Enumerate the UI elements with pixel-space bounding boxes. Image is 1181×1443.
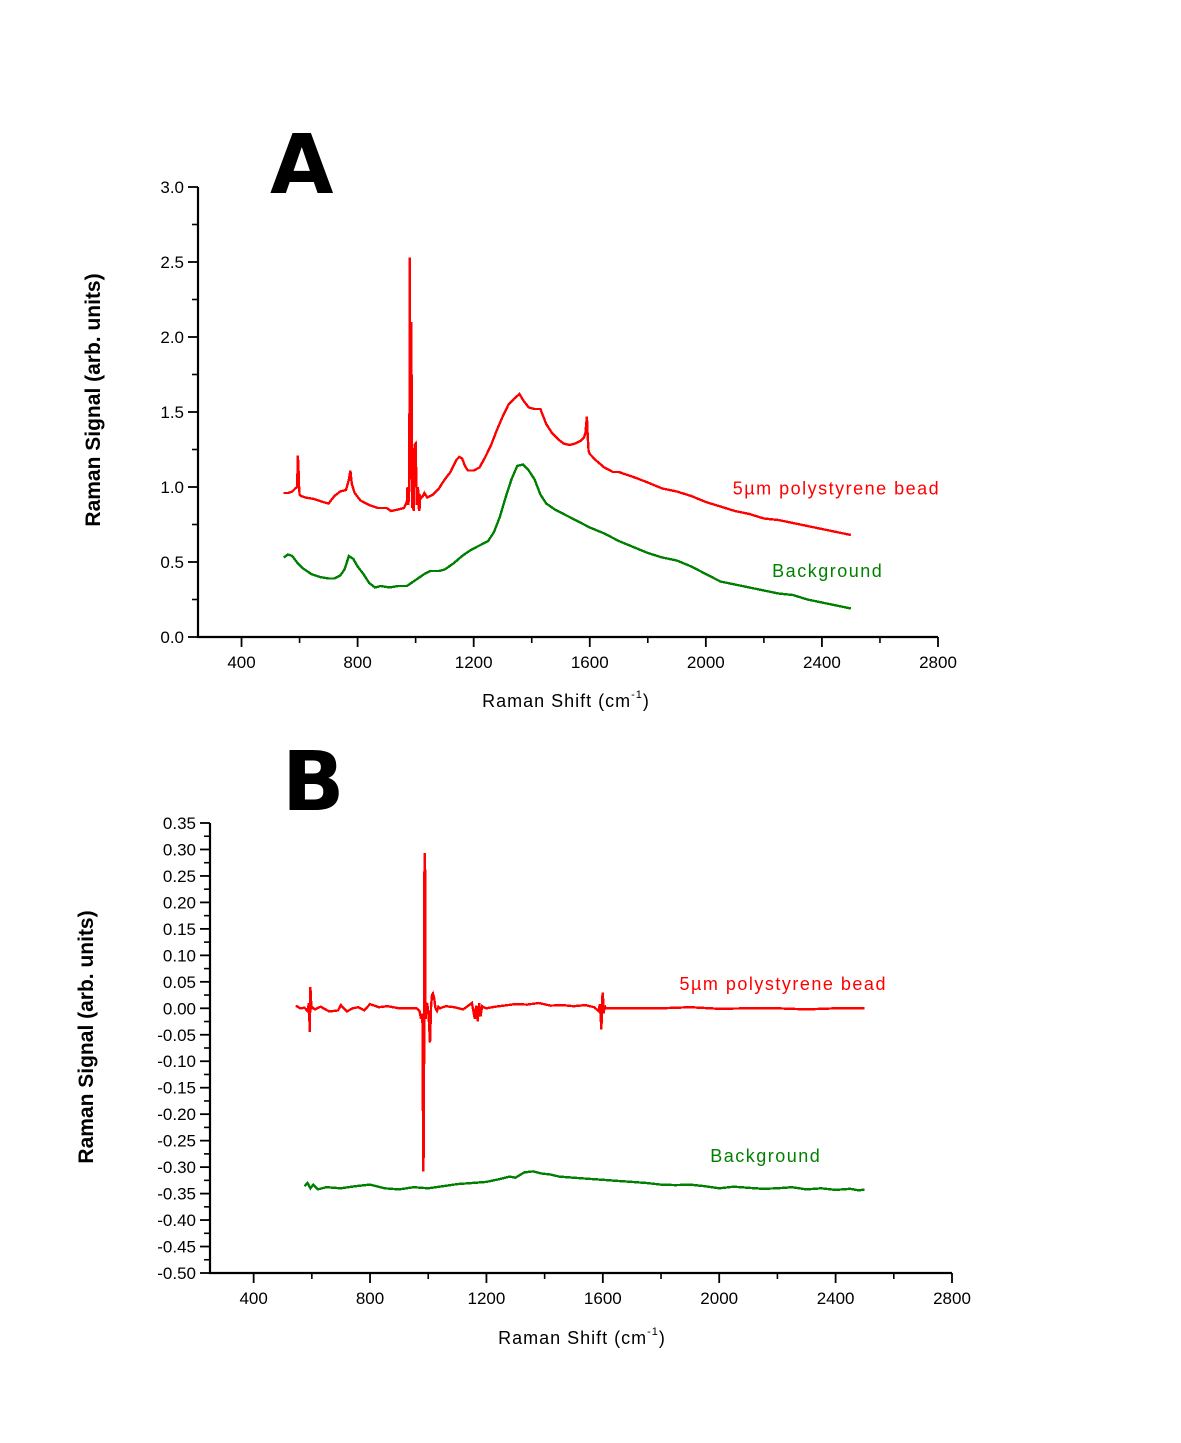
panel-a-x-tick-label: 2400: [803, 653, 841, 672]
panel-letter-a: A: [270, 118, 334, 213]
panel-a-y-tick-label: 3.0: [160, 178, 184, 197]
panel-b-x-tick-label: 800: [356, 1289, 384, 1308]
panel-a-series-bead-label: 5µm polystyrene bead: [733, 479, 940, 499]
panel-a-x-tick-label: 2800: [919, 653, 957, 672]
panel-b-y-tick-label: 0.30: [163, 840, 196, 859]
panel-b-x-tick-label: 2400: [817, 1289, 855, 1308]
panel-a-y-axis-title: Raman Signal (arb. units): [82, 273, 105, 526]
panel-b-y-tick-label: -0.20: [157, 1105, 196, 1124]
panel-b-x-axis-title-main: Raman Shift (cm: [498, 1328, 647, 1348]
panel-b-axes: 0.35 0.30 0.25 0.20 0.15 0.10 0.05 0.00 -0.05 -0.…: [157, 814, 971, 1308]
panel-b-x-tick-label: 2000: [700, 1289, 738, 1308]
panel-b-y-tick-label: -0.10: [157, 1052, 196, 1071]
panel-a-x-tick-label: 400: [227, 653, 255, 672]
panel-a-y-tick-label: 2.5: [160, 253, 184, 272]
panel-b-x-tick-label: 1200: [468, 1289, 506, 1308]
panel-b-y-tick-label: 0.05: [163, 973, 196, 992]
panel-a-x-tick-label: 1200: [455, 653, 493, 672]
panel-b-y-tick-label: -0.40: [157, 1211, 196, 1230]
panel-b-y-tick-label: 0.25: [163, 867, 196, 886]
panel-b-y-tick-label: -0.25: [157, 1132, 196, 1151]
panel-b-y-tick-label: 0.35: [163, 814, 196, 833]
panel-a-series-background-label: Background: [772, 561, 883, 581]
panel-a-x-axis-title-sup: -1: [631, 689, 643, 701]
panel-b-y-tick-label: -0.15: [157, 1079, 196, 1098]
panel-a-y-tick-label: 0.0: [160, 628, 184, 647]
panel-b: B 0.35 0.30 0.25 0.20 0.15 0.10 0.05 0.00 -0.05 -…: [75, 735, 971, 1348]
panel-a-x-tick-label: 2000: [687, 653, 725, 672]
panel-b-y-tick-label: -0.05: [157, 1026, 196, 1045]
panel-a-x-tick-label: 800: [343, 653, 371, 672]
panel-b-x-axis-title-sup: -1: [647, 1326, 659, 1338]
panel-b-y-axis-title: Raman Signal (arb. units): [75, 910, 98, 1163]
panel-b-y-tick-label: -0.30: [157, 1158, 196, 1177]
panel-b-series-bead-label: 5µm polystyrene bead: [679, 974, 886, 994]
panel-b-y-tick-label: 0.10: [163, 946, 196, 965]
panel-a-x-tick-label: 1600: [571, 653, 609, 672]
panel-b-series: 5µm polystyrene bead Background: [295, 852, 886, 1192]
panel-a-y-tick-label: 1.5: [160, 403, 184, 422]
panel-a-x-axis-title-end: ): [643, 691, 650, 711]
panel-a-y-tick-label: 1.0: [160, 478, 184, 497]
panel-b-y-tick-label: -0.35: [157, 1185, 196, 1204]
panel-b-series-background-label: Background: [710, 1146, 821, 1166]
panel-b-y-tick-label: 0.00: [163, 999, 196, 1018]
panel-b-x-tick-label: 400: [239, 1289, 267, 1308]
panel-b-y-tick-label: 0.15: [163, 920, 196, 939]
panel-a-series: 5µm polystyrene bead Background: [282, 257, 940, 610]
panel-a-series-bead-line: [283, 257, 852, 537]
panel-a-series-background-line: [282, 463, 852, 610]
panel-b-x-axis-title: Raman Shift (cm-1): [498, 1326, 666, 1348]
panel-a-x-axis-title: Raman Shift (cm-1): [482, 689, 650, 711]
panel-b-x-tick-label: 1600: [584, 1289, 622, 1308]
panel-a-y-tick-label: 2.0: [160, 328, 184, 347]
panel-b-series-background-line: [303, 1170, 865, 1192]
panel-b-series-bead-line: [295, 852, 865, 1172]
panel-b-y-tick-label: -0.45: [157, 1238, 196, 1257]
panel-a-y-tick-label: 0.5: [160, 553, 184, 572]
panel-a-x-axis-title-main: Raman Shift (cm: [482, 691, 631, 711]
panel-a-axes: 0.0 0.5 1.0 1.5 2.0 2.5 3.0 400 800 1200 1600 2000 2…: [160, 178, 957, 672]
panel-b-y-tick-label: -0.50: [157, 1264, 196, 1283]
panel-b-x-axis-title-end: ): [659, 1328, 666, 1348]
panel-letter-b: B: [282, 735, 345, 830]
panel-a: A 0.0 0.5 1.0 1.5 2.0 2.5 3.0 400 800 1200 1600 200…: [82, 118, 957, 711]
panel-b-y-tick-label: 0.20: [163, 893, 196, 912]
panel-b-x-tick-label: 2800: [933, 1289, 971, 1308]
